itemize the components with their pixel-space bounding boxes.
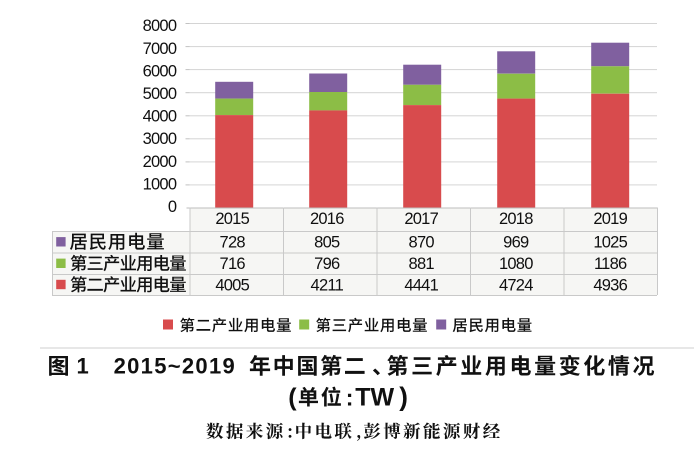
svg-text:4724: 4724 xyxy=(499,276,533,294)
svg-text:881: 881 xyxy=(409,255,435,273)
svg-text:1080: 1080 xyxy=(499,255,533,273)
svg-text:2000: 2000 xyxy=(143,153,177,171)
svg-text:2015~2019: 2015~2019 xyxy=(114,354,236,379)
svg-text:870: 870 xyxy=(409,234,435,252)
svg-text:TW: TW xyxy=(355,384,394,412)
svg-text:728: 728 xyxy=(220,234,246,252)
svg-text:1186: 1186 xyxy=(594,255,627,273)
svg-text:4000: 4000 xyxy=(143,108,177,126)
svg-text:0: 0 xyxy=(168,198,177,216)
svg-text:3000: 3000 xyxy=(143,130,177,148)
svg-text:1000: 1000 xyxy=(143,175,177,193)
svg-text:2016: 2016 xyxy=(310,210,344,228)
svg-text:2018: 2018 xyxy=(499,210,533,228)
svg-text:5000: 5000 xyxy=(143,85,177,103)
svg-text:805: 805 xyxy=(314,234,340,252)
svg-text:(: ( xyxy=(288,384,297,412)
svg-text::: : xyxy=(346,385,354,411)
svg-text:1: 1 xyxy=(77,354,89,379)
svg-text:1025: 1025 xyxy=(593,234,627,252)
svg-text:4005: 4005 xyxy=(215,276,249,294)
svg-text:7000: 7000 xyxy=(143,40,177,58)
svg-text:8000: 8000 xyxy=(143,17,177,35)
svg-text:716: 716 xyxy=(220,255,246,273)
svg-text:969: 969 xyxy=(503,234,529,252)
svg-text:2019: 2019 xyxy=(593,210,627,228)
svg-text:796: 796 xyxy=(314,255,340,273)
svg-text:2017: 2017 xyxy=(404,210,438,228)
svg-text:6000: 6000 xyxy=(143,62,177,80)
svg-text:4936: 4936 xyxy=(593,276,627,294)
svg-text:4211: 4211 xyxy=(311,276,344,294)
svg-text:): ) xyxy=(399,382,408,412)
svg-text:2015: 2015 xyxy=(215,210,249,228)
svg-text:4441: 4441 xyxy=(404,276,438,294)
